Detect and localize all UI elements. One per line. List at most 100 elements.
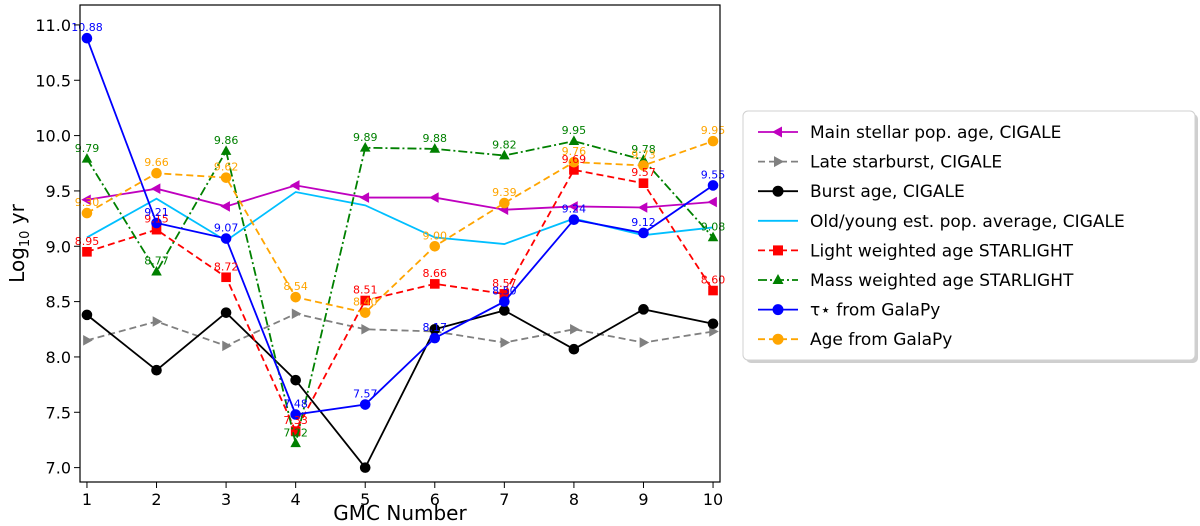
data-point-0-3 [289,180,300,191]
data-label-6-7: 9.24 [562,203,587,216]
data-label-4-4: 8.51 [353,283,378,296]
data-point-0-4 [359,192,370,203]
y-tick-label-5: 9.5 [46,182,71,201]
data-point-7-7 [568,156,580,168]
x-axis-label: GMC Number [333,501,467,525]
data-point-2-6 [499,305,510,316]
legend-marker-6 [772,304,784,316]
data-point-0-7 [568,201,578,212]
data-point-2-9 [707,318,719,330]
data-label-4-7: 9.69 [562,153,587,166]
series-line-4 [86,168,714,434]
data-label-7-7: 9.76 [562,145,587,158]
legend-marker-4 [773,245,783,256]
series-line-1 [86,312,714,347]
data-point-6-3 [290,409,301,420]
data-label-7-0: 9.30 [75,196,100,209]
y-axis-label-unit: yr [5,203,29,230]
legend-label-4: Light weighted age STARLIGHT [810,241,1074,261]
data-point-5-6 [499,149,510,160]
series-1 [83,308,719,352]
data-label-6-6: 8.50 [492,285,517,298]
data-point-0-8 [637,202,648,213]
data-point-2-1 [151,364,162,376]
data-labels-layer: 8.95 9.15 8.72 7.33 8.51 8.66 8.57 9.69 9.57 8.60… [71,21,725,439]
series-line-7 [86,140,714,314]
data-label-4-0: 8.95 [75,235,100,248]
data-label-4-3: 7.33 [283,414,308,427]
data-point-1-8 [639,337,650,348]
data-label-5-8: 9.78 [631,143,656,156]
data-label-5-7: 9.95 [562,124,587,137]
x-tick-label-7: 8 [569,490,579,509]
data-label-7-6: 9.39 [492,186,517,199]
data-label-7-2: 9.62 [214,161,239,174]
legend-marker-0 [772,126,782,138]
data-point-0-5 [429,192,439,203]
legend-label-6: τ⋆ from GalaPy [810,301,940,321]
series-line-3 [86,191,714,245]
legend: Main stellar pop. age, CIGALE Late starbu… [742,110,1198,363]
data-point-1-1 [152,316,163,327]
series-line-6 [86,37,714,416]
data-label-4-8: 9.57 [631,166,656,179]
data-point-4-5 [429,279,440,289]
data-point-5-0 [81,153,93,163]
data-point-4-0 [82,247,92,257]
data-label-5-5: 9.88 [423,132,448,145]
data-label-6-0: 10.88 [71,21,103,34]
data-point-6-4 [359,399,371,410]
data-point-7-9 [707,135,719,147]
data-point-7-1 [151,167,162,179]
legend-label-5: Mass weighted age STARLIGHT [810,271,1074,291]
data-point-6-7 [568,214,580,226]
x-tick-label-0: 1 [82,490,92,509]
legend-marker-2 [772,185,784,197]
data-point-4-3 [290,426,301,436]
y-tick-label-3: 8.5 [46,293,71,312]
data-label-6-5: 8.17 [423,321,448,334]
y-tick-label-2: 8.0 [46,348,71,367]
data-point-2-8 [638,304,649,315]
data-label-4-6: 8.57 [492,277,517,290]
series-line-5 [86,140,714,444]
legend-label-7: Age from GalaPy [810,330,952,350]
y-axis-label-sub: 10 [18,231,33,248]
data-point-7-0 [81,207,93,219]
x-tick-label-5: 6 [430,490,440,509]
data-point-7-3 [290,291,301,303]
series-line-2 [86,308,714,470]
data-point-6-8 [638,227,649,239]
data-point-4-9 [708,285,718,296]
data-point-4-7 [569,165,579,175]
x-tick-label-4: 5 [360,490,370,509]
y-tick-label-1: 7.5 [46,403,71,422]
data-label-7-5: 9.00 [423,229,448,242]
y-tick-label-8: 11.0 [35,16,71,35]
data-point-2-2 [220,307,232,318]
data-label-4-2: 8.72 [214,260,239,273]
series-4 [82,165,718,436]
data-label-5-3: 7.22 [283,426,308,439]
data-label-6-2: 9.07 [214,222,239,235]
data-label-5-9: 9.08 [701,220,726,233]
y-axis-label-main: Log [5,247,29,283]
y-tick-label-6: 10.0 [35,127,71,146]
data-point-5-9 [707,231,719,242]
data-point-1-7 [570,323,580,335]
data-label-5-4: 9.89 [353,131,378,144]
data-point-2-4 [359,462,371,473]
data-point-0-9 [707,196,717,208]
legend-marker-5 [772,274,784,284]
data-point-6-2 [220,233,232,244]
x-tick-label-8: 9 [638,490,648,509]
data-label-6-8: 9.12 [631,216,656,229]
y-axis-label: Log10 yr [5,203,33,282]
data-point-4-2 [221,272,231,283]
data-point-1-6 [500,337,511,348]
data-label-6-9: 9.55 [701,168,726,181]
data-point-1-4 [361,323,371,335]
data-label-4-9: 8.60 [701,274,726,287]
data-point-5-2 [220,145,232,155]
